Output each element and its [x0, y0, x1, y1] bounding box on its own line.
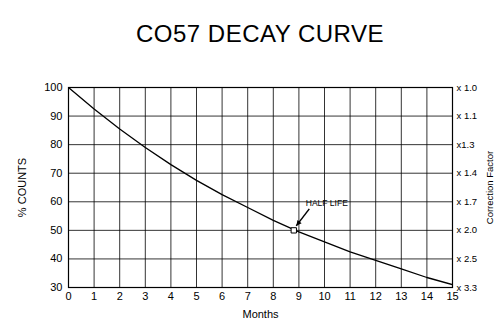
svg-text:70: 70 [50, 167, 62, 179]
html-text:CO57 DECAY CURVE: CO57 DECAY CURVE [136, 20, 384, 47]
svg-text:50: 50 [50, 224, 62, 236]
svg-text:13: 13 [395, 290, 407, 302]
svg-text:x 2.0: x 2.0 [457, 224, 478, 235]
svg-text:4: 4 [168, 290, 174, 302]
svg-text:2: 2 [117, 290, 123, 302]
svg-text:12: 12 [370, 290, 382, 302]
svg-text:8: 8 [270, 290, 276, 302]
svg-text:11: 11 [344, 290, 355, 302]
svg-text:30: 30 [50, 281, 62, 293]
svg-text:80: 80 [50, 138, 62, 150]
svg-text:40: 40 [50, 252, 62, 264]
svg-text:x 1.0: x 1.0 [457, 82, 478, 93]
svg-text:x 1.4: x 1.4 [457, 167, 478, 178]
svg-text:% COUNTS: % COUNTS [16, 158, 28, 217]
svg-text:x 2.5: x 2.5 [457, 253, 478, 264]
svg-text:6: 6 [219, 290, 225, 302]
svg-text:7: 7 [245, 290, 251, 302]
svg-text:x 1.1: x 1.1 [457, 110, 478, 121]
svg-text:3: 3 [142, 290, 148, 302]
svg-text:14: 14 [421, 290, 433, 302]
svg-text:10: 10 [318, 290, 330, 302]
svg-text:60: 60 [50, 195, 62, 207]
svg-text:Correction Factor: Correction Factor [484, 151, 495, 224]
svg-text:100: 100 [44, 81, 62, 93]
svg-text:x1.3: x1.3 [457, 139, 475, 150]
svg-text:90: 90 [50, 110, 62, 122]
svg-text:5: 5 [193, 290, 199, 302]
svg-text:x 3.3: x 3.3 [457, 282, 478, 293]
svg-text:Months: Months [242, 308, 279, 320]
svg-text:9: 9 [296, 290, 302, 302]
svg-text:15: 15 [446, 290, 459, 303]
svg-text:1: 1 [91, 290, 97, 302]
svg-text:HALF LIFE: HALF LIFE [306, 198, 348, 208]
svg-text:x 1.7: x 1.7 [457, 196, 478, 207]
svg-text:0: 0 [65, 290, 71, 302]
